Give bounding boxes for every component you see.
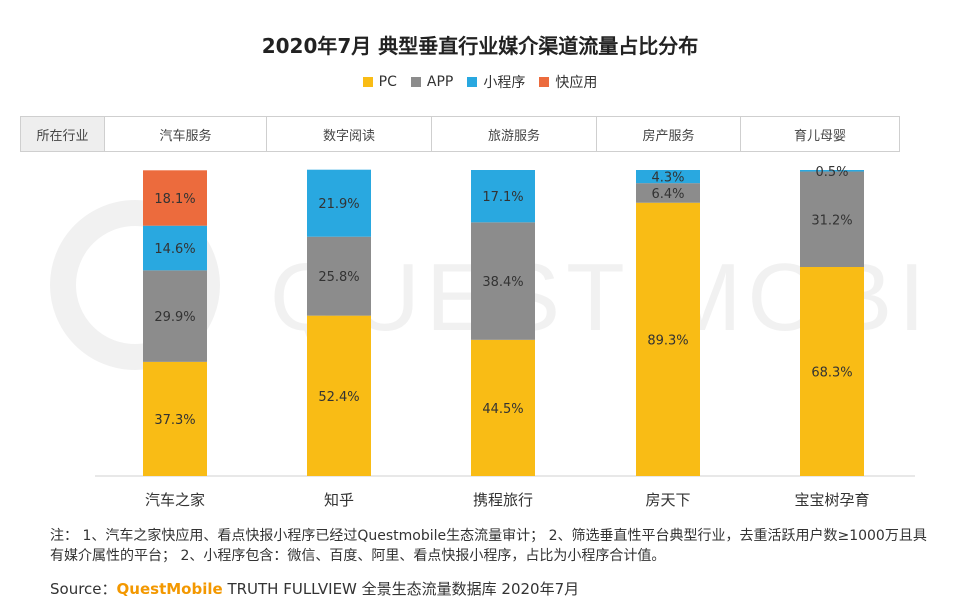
data-label-APP-4: 6.4% <box>651 187 684 202</box>
data-label-PC-1: 37.3% <box>154 413 195 428</box>
bar-segment-APP-1 <box>143 270 207 362</box>
industry-cell-parenting: 育儿母婴 <box>793 128 846 144</box>
bar-segment-小程序-5 <box>800 170 864 172</box>
legend-swatch-pc <box>362 77 373 87</box>
bar-segment-APP-4 <box>636 183 700 203</box>
data-label-PC-2: 52.4% <box>318 390 359 405</box>
legend-swatch-quickapp <box>539 77 550 87</box>
source-line: Source：QuestMobile TRUTH FULLVIEW 全景生态流量… <box>50 578 579 599</box>
bar-segment-PC-3 <box>471 339 535 476</box>
legend-item-app: APP <box>410 72 454 92</box>
footnote: 注： 1、汽车之家快应用、看点快报小程序已经过Questmobile生态流量审计… <box>50 528 927 564</box>
bar-segment-PC-1 <box>143 361 207 476</box>
industry-cell-realestate: 房产服务 <box>597 117 741 151</box>
bar-segment-小程序-1 <box>143 225 207 271</box>
data-label-小程序-2: 21.9% <box>318 197 359 212</box>
legend-swatch-app <box>410 77 421 87</box>
legend-label-quickapp: 快应用 <box>555 75 598 91</box>
industry-header-cell: 所在行业 <box>21 117 105 151</box>
data-label-PC-5: 68.3% <box>811 366 852 381</box>
category-label-2: 知乎 <box>324 491 354 509</box>
industry-cell-reading: 数字阅读 <box>267 117 432 151</box>
bar-segment-APP-5 <box>800 171 864 268</box>
data-label-PC-4: 89.3% <box>647 333 688 348</box>
data-label-小程序-3: 17.1% <box>482 190 523 205</box>
legend-label-pc: PC <box>378 74 397 90</box>
data-label-小程序-5: 0.5% <box>815 165 848 180</box>
industry-cell-travel: 旅游服务 <box>432 117 597 151</box>
bar-segment-PC-4 <box>636 202 700 476</box>
category-label-4: 房天下 <box>645 491 690 509</box>
chart-title: 2020年7月 典型垂直行业媒介渠道流量占比分布 <box>261 34 699 58</box>
data-label-PC-3: 44.5% <box>482 402 523 417</box>
legend-swatch-miniprogram <box>467 77 478 87</box>
legend: PC APP 小程序 快应用 <box>0 72 960 92</box>
bar-segment-APP-2 <box>307 236 371 316</box>
data-label-APP-2: 25.8% <box>318 270 359 285</box>
legend-item-pc: PC <box>362 72 397 92</box>
legend-item-quickapp: 快应用 <box>539 72 597 92</box>
data-label-APP-3: 38.4% <box>482 275 523 290</box>
data-label-快应用-1: 18.1% <box>154 192 195 207</box>
bar-segment-快应用-1 <box>143 170 207 226</box>
category-label-5: 宝宝树孕育 <box>794 491 869 509</box>
bar-segment-PC-5 <box>800 267 864 476</box>
data-label-APP-5: 31.2% <box>811 213 852 228</box>
source-brand: QuestMobile <box>116 580 223 598</box>
industry-header-row: 所在行业 汽车服务 数字阅读 旅游服务 房产服务 育儿母婴 <box>20 116 900 152</box>
source-prefix: Source： <box>50 580 117 598</box>
legend-label-app: APP <box>426 74 454 90</box>
source-rest: TRUTH FULLVIEW 全景生态流量数据库 2020年7月 <box>222 580 580 598</box>
category-label-3: 携程旅行 <box>473 491 533 509</box>
bar-segment-小程序-3 <box>471 170 535 223</box>
industry-cell-auto: 汽车服务 <box>105 117 267 151</box>
bar-segment-PC-2 <box>307 315 371 476</box>
data-label-APP-1: 29.9% <box>154 310 195 325</box>
data-label-小程序-1: 14.6% <box>154 242 195 257</box>
legend-label-miniprogram: 小程序 <box>483 75 526 91</box>
data-label-小程序-4: 4.3% <box>651 171 684 186</box>
legend-item-miniprogram: 小程序 <box>467 72 525 92</box>
bar-segment-小程序-2 <box>307 169 371 237</box>
category-label-1: 汽车之家 <box>145 491 205 509</box>
bar-segment-APP-3 <box>471 222 535 340</box>
bar-segment-小程序-4 <box>636 170 700 184</box>
